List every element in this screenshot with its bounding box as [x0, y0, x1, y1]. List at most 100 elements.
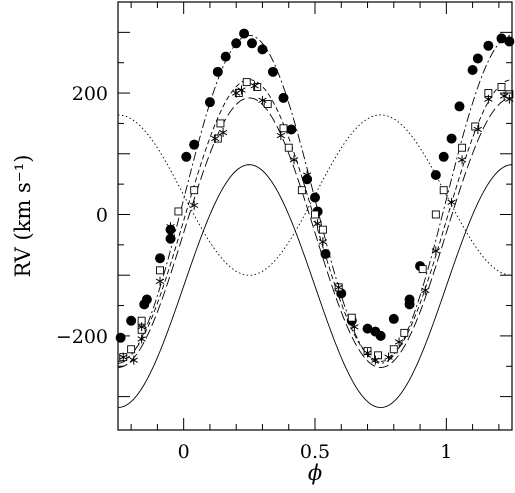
filled-circle-point [246, 38, 257, 49]
filled-circle-point [404, 299, 415, 310]
open-square-point [216, 119, 225, 128]
cross-point [421, 285, 430, 295]
y-axis-label: RV (km s⁻¹) [11, 155, 35, 278]
filled-circle-point [212, 66, 223, 77]
filled-circle-point [165, 233, 176, 244]
open-square-point [471, 122, 480, 131]
filled-circle-point [496, 33, 507, 44]
filled-circle-point [231, 38, 242, 49]
x-tick-label: 1 [440, 441, 452, 463]
filled-circle-point [438, 151, 449, 162]
cross-point [276, 131, 286, 141]
cross-point [155, 276, 165, 286]
cross-point [334, 282, 343, 292]
open-square-point [284, 143, 293, 152]
tick-labels: 0 0.5 1 −200 0 200 [56, 83, 453, 463]
data-points [115, 28, 515, 365]
filled-circle-point [181, 151, 192, 162]
filled-circle-point [430, 170, 441, 181]
filled-circle-point [257, 44, 268, 55]
filled-circle-point [267, 66, 278, 77]
cross-point [258, 95, 267, 105]
open-square-point [279, 124, 288, 133]
x-tick-label: 0.5 [300, 441, 330, 463]
cross-point [473, 124, 483, 134]
filled-circle-point [204, 97, 215, 108]
dotted-model-curve [117, 114, 513, 276]
open-square-point [318, 225, 327, 234]
open-square-point [347, 313, 356, 322]
open-square-point [127, 345, 136, 354]
cross-point [166, 222, 175, 232]
filled-circle-point [115, 332, 126, 343]
y-tick-label: 200 [72, 83, 108, 105]
cross-point [384, 352, 393, 362]
filled-circle-point [310, 192, 320, 203]
model-curves [117, 34, 513, 408]
filled-circle-point [155, 253, 166, 264]
cross-point [211, 134, 220, 144]
cross-point [302, 170, 312, 180]
filled-circle-point [278, 92, 289, 103]
cross-point [190, 200, 199, 210]
long-dash-model-curve [117, 97, 513, 368]
open-square-point [389, 345, 398, 354]
open-square-point [156, 266, 164, 275]
filled-circle-point [220, 51, 231, 62]
filled-circle-point [239, 28, 250, 39]
filled-circle-point [362, 323, 373, 334]
filled-circle-point [483, 40, 494, 51]
filled-circle-point [446, 133, 457, 144]
axis-ticks [118, 2, 512, 430]
cross-point [371, 355, 380, 365]
cross-point [363, 348, 372, 358]
open-square-point [497, 83, 506, 91]
filled-circle-point [189, 139, 200, 150]
open-square-point [458, 143, 467, 152]
cross-point [137, 334, 146, 344]
cross-point [129, 355, 138, 365]
cross-point [237, 85, 246, 95]
filled-circle-point [375, 330, 386, 341]
open-square-point [400, 328, 409, 337]
filled-circle-point [467, 64, 478, 75]
open-square-point [174, 207, 183, 216]
open-square-point [263, 100, 272, 108]
filled-circle-point [504, 36, 515, 47]
short-dash-model-curve [117, 79, 513, 362]
y-tick-label: 0 [96, 204, 108, 226]
cross-point [457, 155, 467, 165]
open-square-point [418, 265, 427, 274]
y-tick-label: −200 [56, 326, 108, 348]
cross-point [218, 128, 228, 138]
cross-point [484, 94, 493, 104]
x-tick-label: 0 [178, 441, 190, 463]
open-square-point [190, 186, 199, 195]
cross-point [137, 322, 146, 332]
cross-point [447, 197, 456, 207]
cross-point [289, 155, 299, 165]
cross-point [431, 246, 440, 256]
open-square-point [431, 210, 440, 219]
dash-dot-model-curve [117, 34, 513, 364]
x-axis-label: ϕ [308, 461, 322, 485]
filled-circle-point [320, 248, 331, 259]
cross-point [250, 81, 259, 91]
filled-circle-point [141, 294, 152, 305]
cross-point [119, 352, 128, 362]
solid-model-curve [117, 164, 513, 408]
cross-point [394, 337, 404, 347]
open-square-point [297, 186, 306, 195]
filled-circle-point [388, 313, 399, 324]
cross-point [350, 322, 359, 332]
filled-circle-point [454, 101, 465, 112]
filled-circle-point [286, 124, 297, 135]
cross-point [313, 219, 322, 229]
open-square-point [311, 210, 319, 219]
filled-circle-point [126, 315, 137, 326]
open-square-point [439, 186, 448, 195]
open-square-point [242, 78, 251, 87]
filled-circle-point [472, 53, 483, 64]
cross-point [318, 237, 328, 247]
